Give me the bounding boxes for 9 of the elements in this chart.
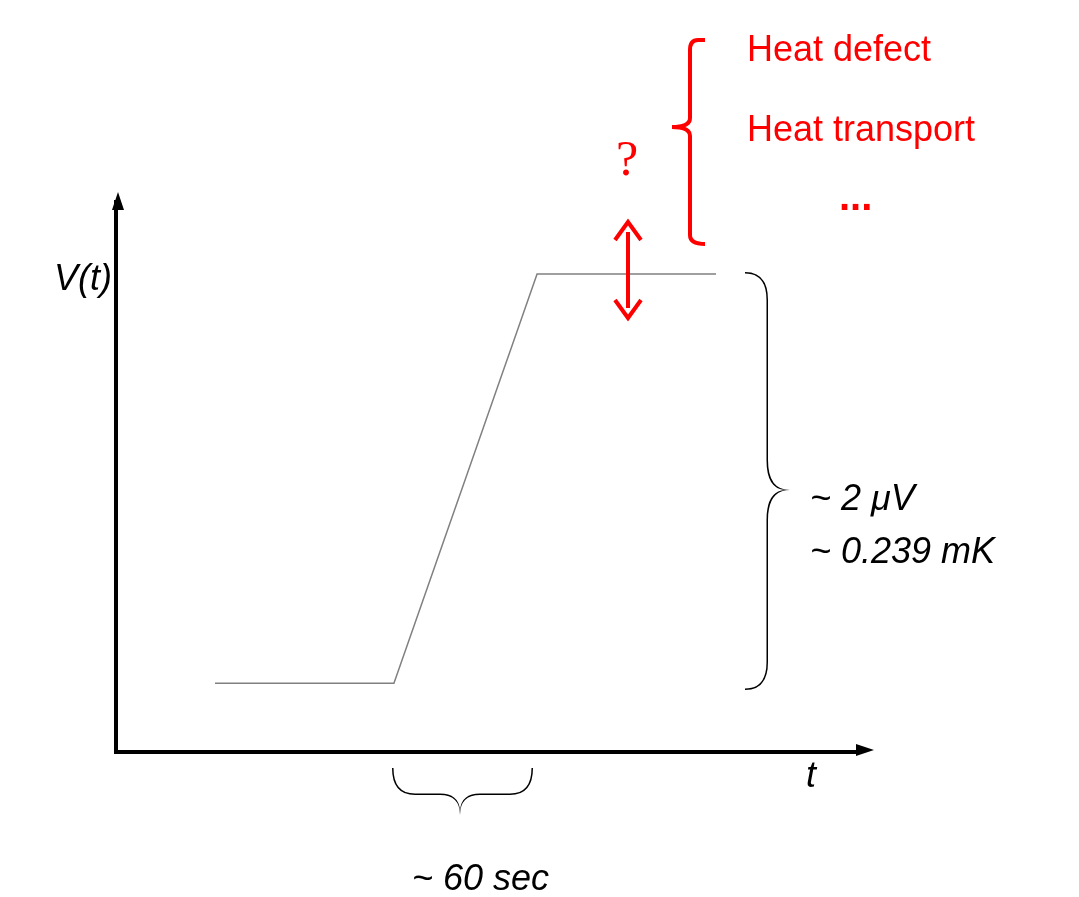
x-axis-title: t bbox=[806, 754, 818, 795]
y-axis-title: V(t) bbox=[54, 257, 112, 298]
text: ~ 0.239 mK bbox=[810, 530, 998, 571]
text: Heat defect bbox=[747, 28, 932, 69]
text: ? bbox=[616, 130, 639, 186]
text: ~ 2 μV bbox=[810, 477, 918, 518]
text: Heat transport bbox=[747, 108, 976, 149]
text: ~ 60 sec bbox=[412, 857, 550, 897]
text: ... bbox=[839, 174, 873, 218]
